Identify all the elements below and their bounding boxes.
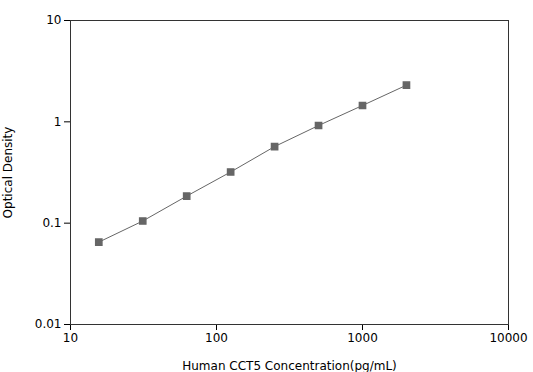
svg-text:10: 10 [46, 13, 61, 27]
svg-text:0.01: 0.01 [35, 317, 62, 331]
svg-text:Optical Density: Optical Density [1, 127, 15, 219]
svg-text:100: 100 [205, 331, 228, 345]
svg-text:0.1: 0.1 [42, 216, 61, 230]
svg-text:10000: 10000 [489, 331, 527, 345]
svg-text:1: 1 [54, 115, 62, 129]
svg-text:10: 10 [63, 331, 78, 345]
svg-text:1000: 1000 [347, 331, 378, 345]
svg-text:Human CCT5 Concentration(pg/mL: Human CCT5 Concentration(pg/mL) [182, 359, 397, 372]
